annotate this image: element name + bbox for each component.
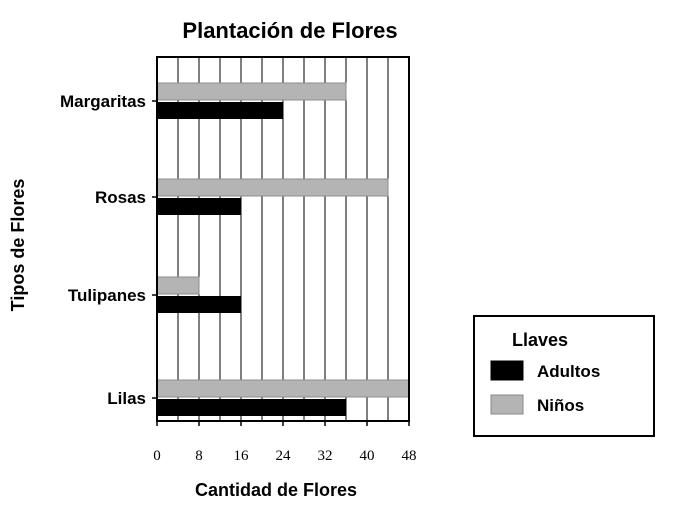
x-axis-title: Cantidad de Flores — [195, 480, 357, 500]
legend-label-adultos: Adultos — [537, 362, 600, 381]
chart-title: Plantación de Flores — [182, 18, 397, 43]
legend-label-ninos: Niños — [537, 396, 584, 415]
x-tick-label: 40 — [360, 448, 375, 464]
bar-adultos-margaritas — [157, 102, 283, 119]
x-tick-label: 16 — [234, 448, 250, 464]
category-label-tulipanes: Tulipanes — [68, 286, 146, 305]
legend-box — [473, 315, 655, 437]
category-label-lilas: Lilas — [107, 389, 146, 408]
bars — [156, 82, 410, 416]
x-tick-label: 48 — [402, 448, 417, 464]
bar-ninos-margaritas — [156, 82, 347, 101]
x-tick-label: 8 — [195, 448, 203, 464]
plot-frame — [152, 56, 410, 426]
bar-adultos-lilas — [157, 399, 346, 416]
y-axis-title: Tipos de Flores — [8, 179, 28, 312]
legend: Llaves Adultos Niños — [473, 315, 655, 437]
bar-adultos-tulipanes — [157, 296, 241, 313]
x-tick-label: 32 — [318, 448, 333, 464]
category-label-margaritas: Margaritas — [60, 92, 146, 111]
x-tick-label: 0 — [153, 448, 161, 464]
x-tick-label: 24 — [276, 448, 292, 464]
bar-ninos-lilas — [156, 379, 410, 398]
bar-ninos-rosas — [156, 178, 389, 197]
category-label-rosas: Rosas — [95, 188, 146, 207]
x-tick-labels: 0 8 16 24 32 40 48 — [153, 448, 416, 464]
bar-adultos-rosas — [157, 198, 241, 215]
bar-ninos-tulipanes — [156, 276, 200, 295]
legend-swatch-adultos — [490, 360, 524, 381]
legend-swatch-ninos — [490, 394, 524, 415]
category-labels: Margaritas Rosas Tulipanes Lilas — [60, 92, 146, 408]
legend-title: Llaves — [512, 330, 568, 350]
